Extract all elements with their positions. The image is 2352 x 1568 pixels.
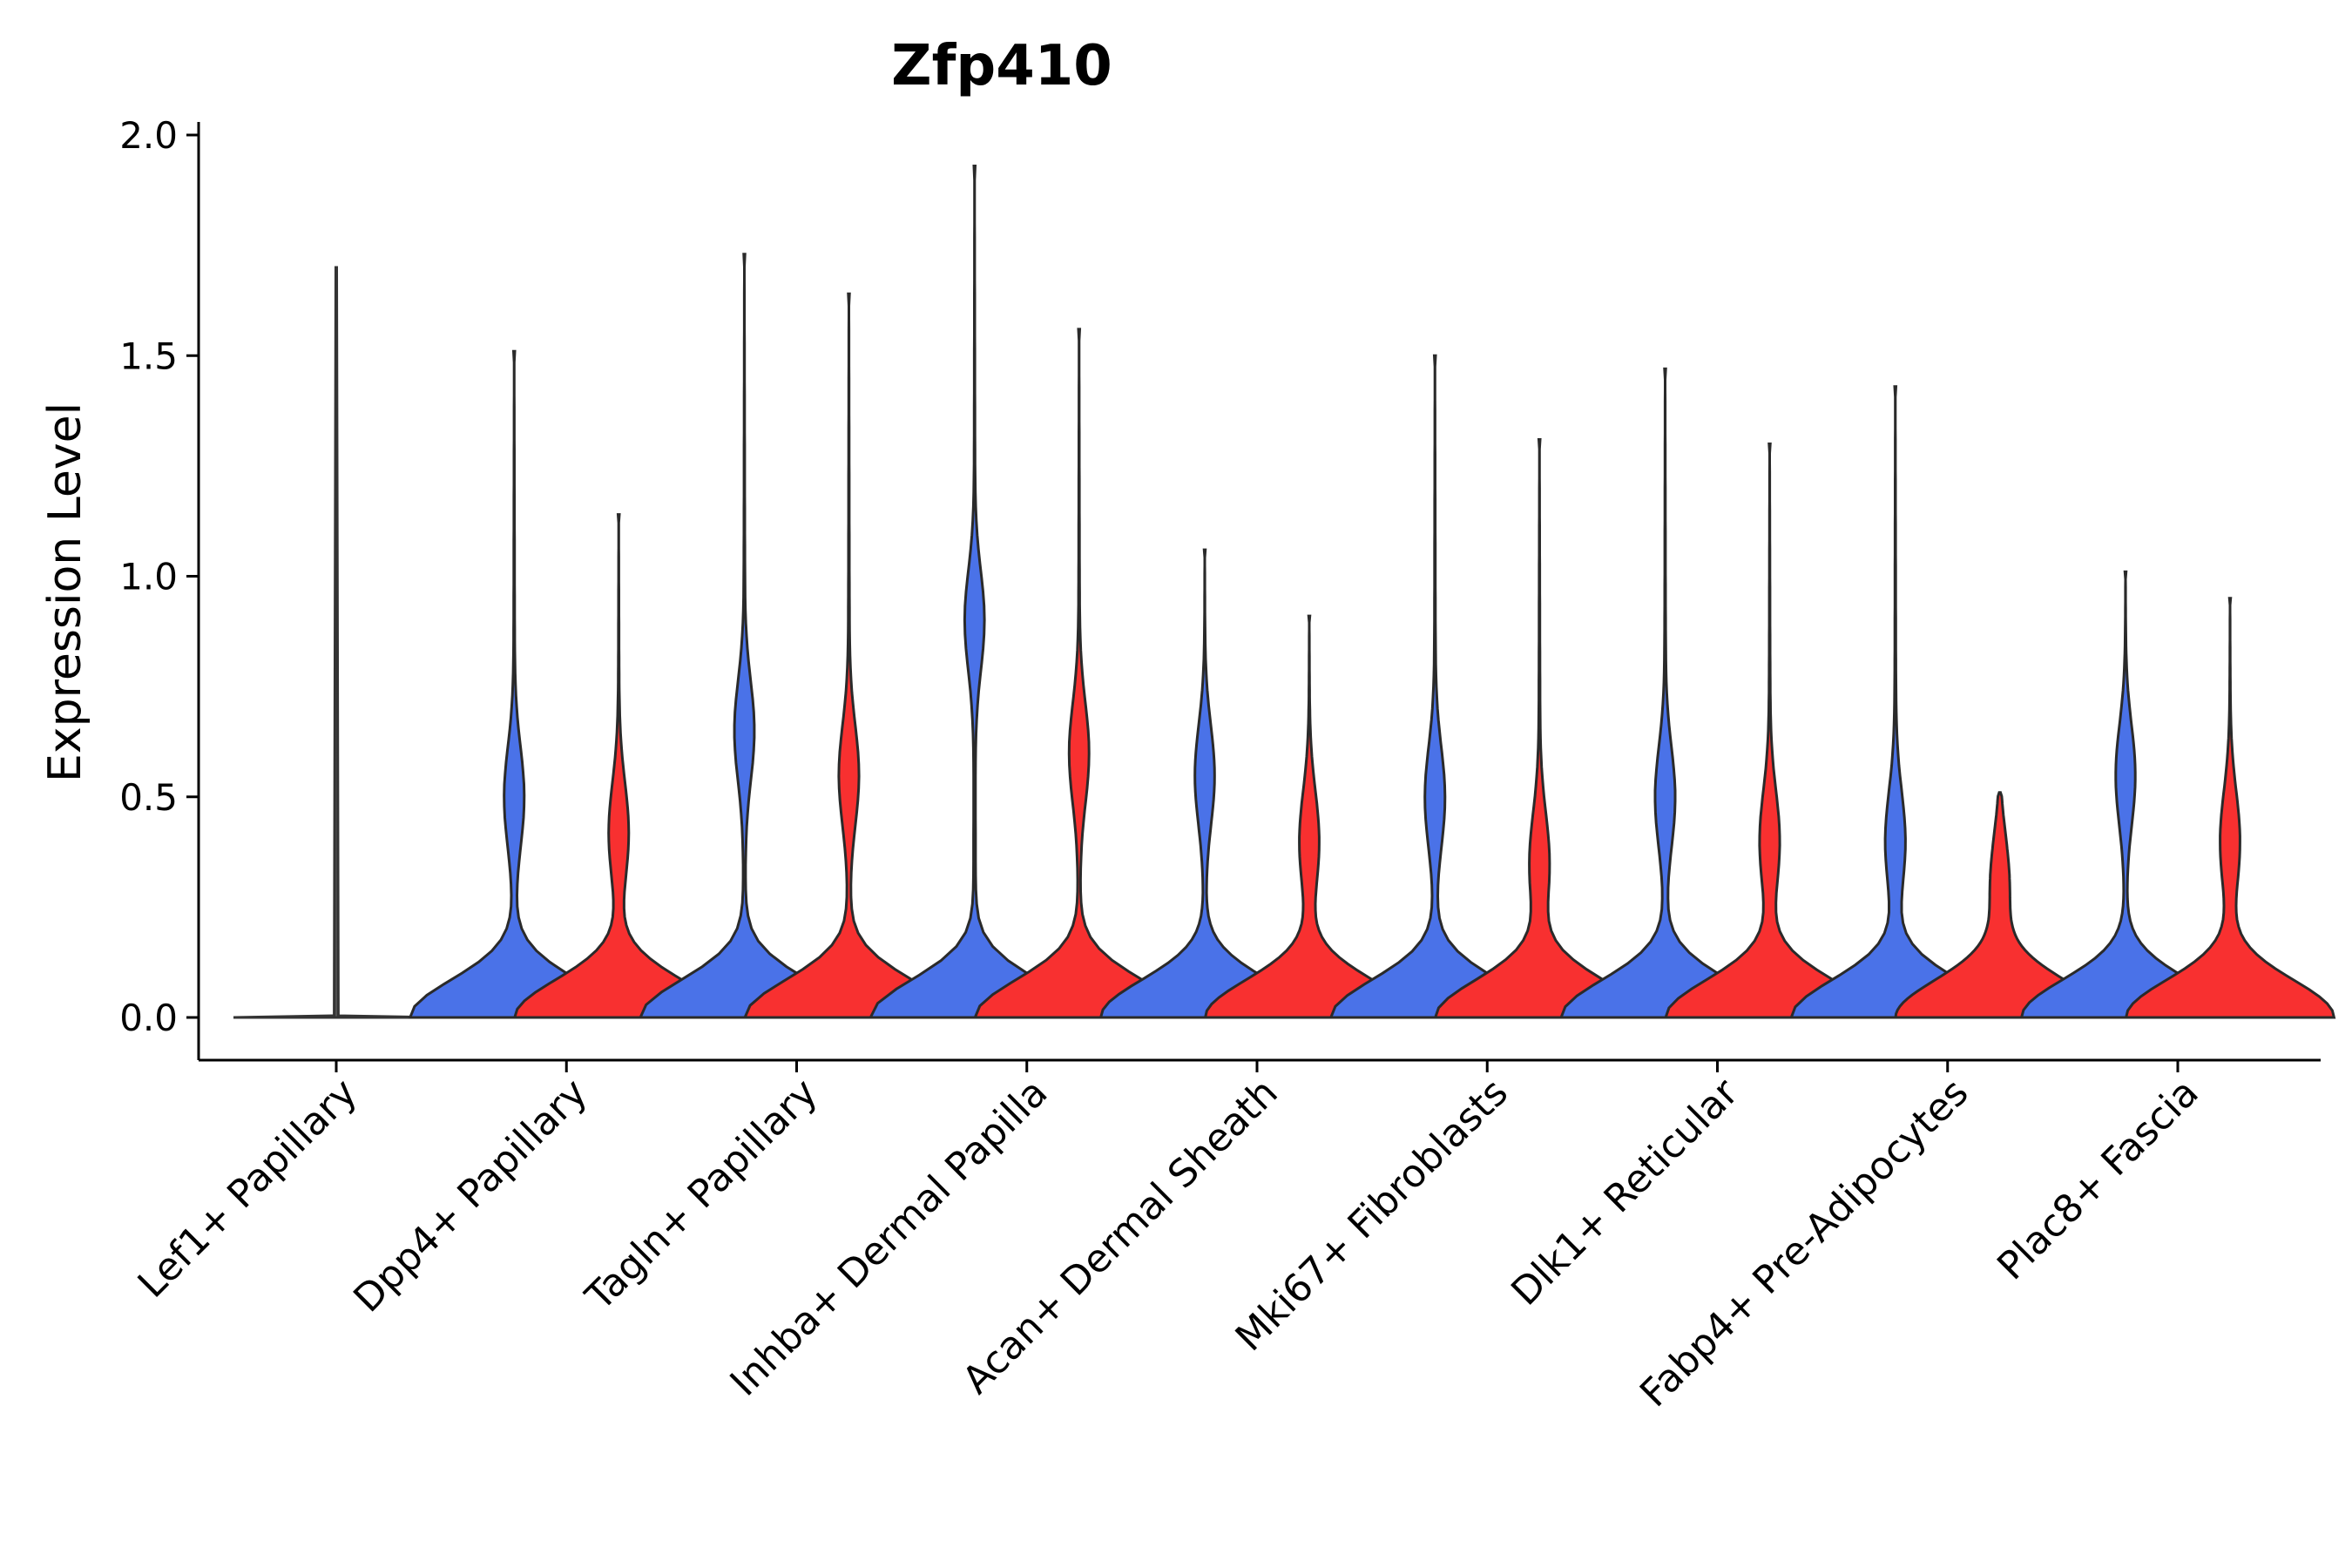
violin-group-2: [1894, 791, 2106, 1019]
violin-group-1: [638, 253, 851, 1019]
violin-group-1: [1098, 548, 1311, 1019]
x-tick-label: Dpp4+ Papillary: [345, 1071, 596, 1321]
violin-group-1: [233, 266, 440, 1019]
violin-group-2: [742, 292, 956, 1019]
violin-group-2: [2124, 597, 2336, 1019]
violin-group-2: [1663, 443, 1876, 1019]
x-tick-label: Plac8+ Fascia: [1989, 1071, 2207, 1289]
y-tick-label: 0.5: [119, 776, 178, 819]
y-axis-label: Expression Level: [39, 402, 91, 782]
y-tick-label: 1.5: [119, 335, 178, 377]
y-tick-label: 1.0: [119, 556, 178, 598]
violin-group-1: [408, 349, 620, 1019]
violin-group-1: [868, 165, 1081, 1019]
x-tick-label: Dlk1+ Reticular: [1503, 1070, 1747, 1315]
violin-group-1: [1558, 367, 1772, 1019]
violin-group-2: [512, 513, 725, 1019]
violin-group-2: [973, 328, 1186, 1019]
chart-title: Zfp410: [891, 34, 1112, 98]
y-axis: 0.0 0.5 1.0 1.5 2.0: [119, 114, 200, 1060]
x-tick-label: Tagln+ Papillary: [577, 1071, 826, 1320]
y-tick-label: 0.0: [119, 997, 178, 1039]
plot-area: [233, 165, 2336, 1019]
y-tick-label: 2.0: [119, 114, 178, 157]
violin-group-2: [1203, 614, 1416, 1019]
violin-group-1: [2019, 570, 2232, 1019]
violin-group-2: [1433, 438, 1646, 1019]
violin-group-1: [1328, 354, 1541, 1019]
x-tick-label: Lef1+ Papillary: [130, 1071, 366, 1307]
violin-group-1: [1789, 385, 2002, 1019]
